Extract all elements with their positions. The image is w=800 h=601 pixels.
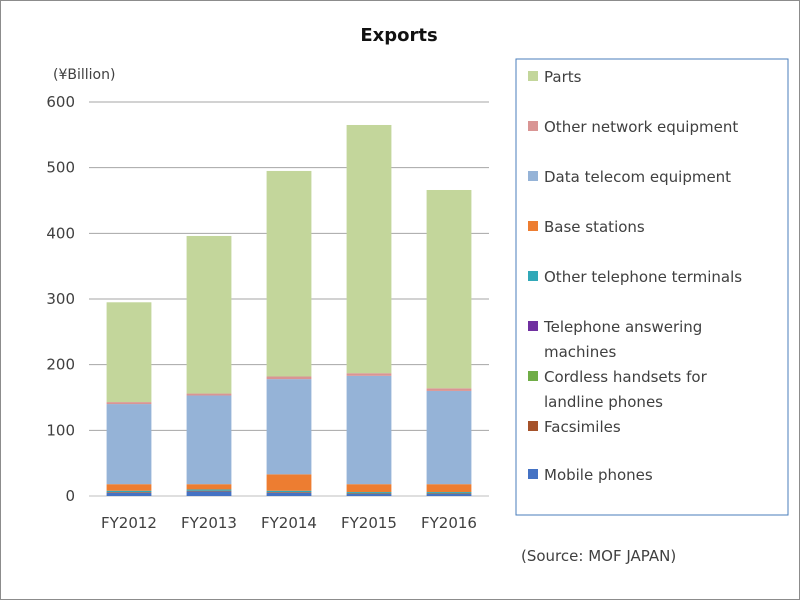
bar-segment	[106, 492, 152, 493]
bar-segment	[426, 494, 472, 496]
y-axis-ticks: 0 100 200 300 400 500 600	[46, 93, 75, 505]
bar-segment	[346, 493, 392, 495]
bar-segment	[346, 492, 392, 494]
y-tick-label: 400	[46, 224, 75, 242]
legend-swatch	[528, 321, 538, 331]
bar-segment	[186, 490, 232, 492]
y-tick-label: 500	[46, 159, 75, 177]
x-tick-label: FY2014	[261, 514, 317, 532]
legend-swatch	[528, 71, 538, 81]
legend-label: Parts	[544, 68, 582, 86]
bar-segment	[186, 484, 232, 490]
legend-swatch	[528, 221, 538, 231]
bar-segment	[106, 492, 152, 496]
bar-segment	[346, 375, 392, 485]
bar-segment	[346, 484, 392, 493]
y-tick-label: 600	[46, 93, 75, 111]
bar-segment	[346, 124, 392, 374]
bar-segment	[346, 494, 392, 496]
bar-segment	[426, 492, 472, 494]
legend-label: Other network equipment	[544, 118, 738, 136]
bar-segment	[426, 390, 472, 485]
source-note: (Source: MOF JAPAN)	[521, 547, 676, 565]
y-tick-label: 200	[46, 356, 75, 374]
bar-segment	[266, 492, 312, 496]
chart-title: Exports	[360, 25, 437, 46]
bar-segment	[186, 235, 232, 394]
bar-segment	[106, 302, 152, 403]
bar-segment	[186, 395, 232, 485]
legend-label: Telephone answering machines	[543, 318, 702, 361]
legend-label: Facsimiles	[544, 418, 621, 436]
legend-label: Base stations	[544, 218, 645, 236]
legend: Parts Other network equipment Data telecom…	[515, 58, 789, 516]
bar-segment	[106, 490, 152, 493]
bar-segment	[426, 484, 472, 493]
x-axis-ticks: FY2012 FY2013 FY2014 FY2015 FY2016	[101, 514, 477, 532]
bar-segment	[426, 189, 472, 389]
bar-segment	[186, 489, 232, 491]
legend-swatch	[528, 171, 538, 181]
y-axis-unit-label: (¥Billion)	[53, 67, 115, 83]
y-tick-label: 0	[65, 487, 75, 505]
bar-segment	[266, 490, 312, 493]
legend-label: Mobile phones	[544, 466, 653, 484]
legend-swatch	[528, 121, 538, 131]
x-tick-label: FY2016	[421, 514, 477, 532]
bar-segment	[186, 491, 232, 496]
bar-segment	[106, 402, 152, 405]
bar-segment	[266, 376, 312, 380]
legend-swatch	[528, 371, 538, 381]
y-tick-label: 300	[46, 290, 75, 308]
y-tick-label: 100	[46, 421, 75, 439]
legend-swatch	[528, 469, 538, 479]
legend-swatch	[528, 271, 538, 281]
legend-swatch	[528, 421, 538, 431]
bar-segment	[266, 474, 312, 491]
bar-segment	[426, 388, 472, 391]
x-tick-label: FY2015	[341, 514, 397, 532]
legend-label: Cordless handsets for landline phones	[544, 368, 708, 411]
x-tick-label: FY2012	[101, 514, 157, 532]
legend-label: Data telecom equipment	[544, 168, 731, 186]
x-tick-label: FY2013	[181, 514, 237, 532]
legend-border	[515, 58, 789, 516]
bar-segment	[266, 379, 312, 475]
legend-label: Other telephone terminals	[544, 268, 742, 286]
bar-segment	[106, 404, 152, 485]
bars	[106, 124, 472, 496]
bar-segment	[106, 484, 152, 491]
bar-segment	[266, 170, 312, 377]
bar-segment	[426, 493, 472, 495]
bar-segment	[346, 373, 392, 376]
bar-segment	[186, 393, 232, 396]
bar-segment	[266, 492, 312, 493]
